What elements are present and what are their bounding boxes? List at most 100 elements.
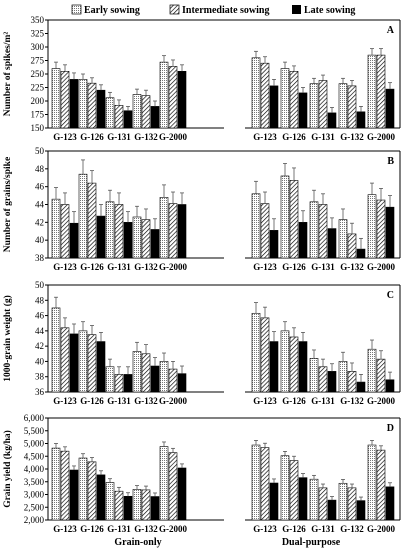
panel-c: 36 38 40 42 44 46 48 50 1000-grain weight (g) C G-… (2, 280, 401, 406)
bar-grain-only-g-126-s2 (87, 182, 97, 259)
bar-dual-purpose-g-2000-s2 (376, 358, 386, 393)
y-tick-label: 44 (35, 200, 45, 210)
y-tick-label: 150 (31, 123, 45, 133)
bar-dual-purpose-g-126-s1 (280, 175, 290, 259)
bar-dual-purpose-g-131-s3 (327, 371, 337, 393)
bar-dual-purpose-g-123-s2 (260, 317, 270, 393)
bar-grain-only-g-126-s3 (96, 474, 106, 521)
bar-dual-purpose-g-132-s2 (347, 85, 357, 129)
bar-dual-purpose-g-132-s1 (338, 361, 348, 393)
bar-grain-only-g-2000-s1 (159, 61, 169, 129)
bar-grain-only-g-2000-s2 (168, 66, 178, 129)
bar-grain-only-g-132-s3 (150, 365, 160, 393)
bar-grain-only-g-2000-s1 (159, 361, 169, 393)
x-tick-label: G-123 (53, 132, 77, 142)
bar-grain-only-g-123-s1 (51, 198, 61, 259)
bar-dual-purpose-g-132-s2 (347, 487, 357, 521)
bar-grain-only-g-123-s1 (51, 447, 61, 521)
y-tick-label: 4,500 (24, 451, 45, 461)
bar-grain-only-g-132-s2 (141, 95, 151, 129)
x-tick-label: G-126 (282, 132, 306, 142)
x-tick-label: G-126 (80, 524, 104, 534)
y-tick-label: 46 (35, 182, 45, 192)
bar-grain-only-g-123-s2 (60, 71, 70, 129)
bar-grain-only-g-123-s2 (60, 204, 70, 259)
x-tick-label: G-123 (53, 524, 77, 534)
x-tick-label: G-132 (134, 132, 158, 142)
y-tick-label: 200 (31, 96, 45, 106)
y-tick-label: 50 (35, 280, 45, 290)
bar-grain-only-g-2000-s3 (177, 204, 187, 259)
bar-grain-only-g-132-s1 (132, 216, 142, 259)
x-tick-label: G-2000 (159, 132, 187, 142)
legend-swatch-early (71, 4, 82, 15)
bar-grain-only-g-123-s3 (69, 469, 79, 521)
y-axis-label: Number of spikes/m² (3, 32, 13, 117)
y-tick-label: 250 (31, 69, 45, 79)
y-tick-label: 38 (35, 253, 45, 263)
bar-grain-only-g-131-s3 (123, 110, 133, 129)
y-tick-label: 5,000 (24, 439, 45, 449)
x-tick-label: G-2000 (367, 132, 395, 142)
group-label-dual-purpose: Dual-purpose (282, 537, 341, 548)
legend-label-intermediate: Intermediate sowing (182, 5, 270, 16)
x-tick-label: G-132 (134, 262, 158, 272)
bar-grain-only-g-2000-s2 (168, 203, 178, 259)
bar-grain-only-g-132-s1 (132, 351, 142, 393)
bar-dual-purpose-g-132-s1 (338, 482, 348, 521)
x-tick-label: G-2000 (159, 262, 187, 272)
bar-dual-purpose-g-123-s1 (251, 193, 261, 259)
x-tick-label: G-131 (107, 524, 131, 534)
bar-grain-only-g-131-s2 (114, 374, 124, 393)
panel-letter: D (387, 423, 394, 434)
bar-grain-only-g-126-s1 (78, 457, 88, 521)
y-tick-label: 275 (31, 56, 45, 66)
y-tick-label: 38 (35, 372, 45, 382)
bar-dual-purpose-g-132-s2 (347, 371, 357, 393)
bar-grain-only-g-123-s2 (60, 450, 70, 521)
bar-dual-purpose-g-2000-s1 (367, 348, 377, 393)
bar-dual-purpose-g-131-s1 (309, 358, 319, 393)
x-tick-label: G-132 (134, 396, 158, 406)
bar-dual-purpose-g-123-s2 (260, 447, 270, 521)
bar-dual-purpose-g-132-s3 (356, 248, 366, 259)
bar-dual-purpose-g-131-s2 (318, 487, 328, 521)
panel-d: 2,000 2,500 3,000 3,500 4,000 4,500 5,000 5,500… (2, 413, 401, 534)
y-tick-label: 300 (31, 42, 45, 52)
x-tick-label: G-131 (311, 396, 335, 406)
x-tick-label: G-123 (253, 262, 277, 272)
y-tick-label: 225 (31, 83, 45, 93)
y-tick-label: 3,500 (24, 477, 45, 487)
bar-dual-purpose-g-2000-s1 (367, 444, 377, 521)
bar-dual-purpose-g-126-s2 (289, 336, 299, 393)
bar-dual-purpose-g-2000-s1 (367, 54, 377, 129)
x-tick-label: G-2000 (367, 262, 395, 272)
bar-dual-purpose-g-2000-s3 (385, 206, 395, 259)
bar-grain-only-g-126-s3 (96, 89, 106, 129)
bar-grain-only-g-2000-s1 (159, 197, 169, 259)
bar-grain-only-g-126-s3 (96, 341, 106, 393)
x-tick-label: G-2000 (367, 396, 395, 406)
x-tick-label: G-132 (340, 262, 364, 272)
y-tick-label: 48 (35, 164, 45, 174)
x-tick-label: G-132 (340, 396, 364, 406)
bar-grain-only-g-126-s1 (78, 330, 88, 393)
bar-grain-only-g-132-s2 (141, 489, 151, 521)
x-tick-label: G-132 (134, 524, 158, 534)
bar-grain-only-g-2000-s3 (177, 467, 187, 521)
bar-grain-only-g-2000-s3 (177, 71, 187, 129)
bar-grain-only-g-132-s3 (150, 229, 160, 259)
bar-dual-purpose-g-131-s3 (327, 228, 337, 259)
bar-dual-purpose-g-123-s3 (269, 341, 279, 393)
x-tick-label: G-131 (107, 262, 131, 272)
x-tick-label: G-123 (253, 132, 277, 142)
bar-grain-only-g-2000-s1 (159, 446, 169, 521)
bar-dual-purpose-g-126-s3 (298, 92, 308, 129)
bar-grain-only-g-132-s2 (141, 353, 151, 393)
bar-grain-only-g-132-s3 (150, 106, 160, 129)
bar-grain-only-g-132-s1 (132, 94, 142, 129)
bar-grain-only-g-123-s1 (51, 68, 61, 129)
bar-grain-only-g-123-s1 (51, 307, 61, 393)
panel-letter: B (387, 156, 394, 167)
